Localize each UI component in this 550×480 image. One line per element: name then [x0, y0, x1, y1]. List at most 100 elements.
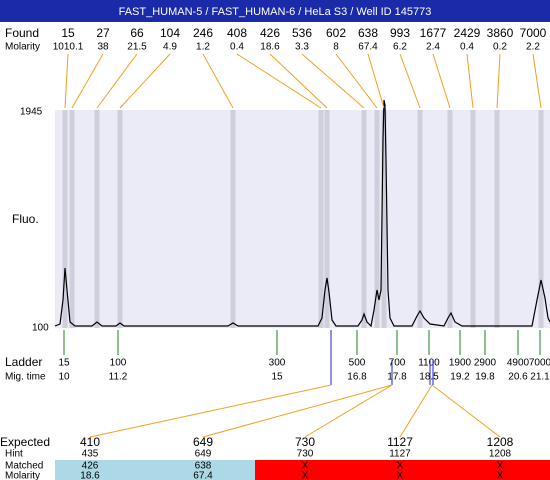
table-cell: 1208	[487, 435, 514, 449]
mig-time-value: 19.8	[475, 372, 495, 383]
table-cell: X	[397, 471, 404, 480]
peak-connector	[71, 53, 104, 109]
peak-band	[494, 110, 500, 328]
peak-band	[361, 110, 367, 328]
table-cell: 1127	[387, 435, 413, 449]
ladder-value: 1900	[449, 358, 472, 369]
mig-time-value: 19.2	[450, 372, 470, 383]
found-label: Found	[5, 26, 39, 40]
peak-band	[447, 110, 453, 328]
expected-connector	[89, 384, 332, 438]
table-cell: X	[497, 471, 504, 480]
title-bar	[0, 0, 550, 22]
ladder-value: 1100	[418, 358, 440, 369]
molarity-value: 8	[333, 42, 339, 53]
mig-time-value: 18.5	[419, 372, 439, 383]
found-value: 7000	[520, 26, 547, 40]
found-value: 66	[130, 26, 144, 40]
peak-band	[538, 110, 544, 328]
table-cell: 67.4	[193, 471, 213, 480]
expected-connector	[431, 384, 501, 438]
ladder-value: 500	[349, 358, 366, 369]
molarity-value: 6.2	[393, 42, 407, 53]
table-cell: 730	[297, 449, 314, 460]
found-value: 602	[326, 26, 346, 40]
mig-time-value: 20.6	[508, 372, 528, 383]
found-value: 15	[61, 26, 75, 40]
molarity-value: 0.4	[230, 42, 244, 53]
molarity-value: 21.5	[127, 42, 147, 53]
table-cell: 410	[80, 435, 100, 449]
peak-band	[62, 110, 68, 328]
table-cell: 1127	[389, 449, 411, 460]
peak-band	[230, 110, 236, 328]
mig-time-value: 15	[271, 372, 283, 383]
molarity-value: 3.3	[295, 42, 309, 53]
peak-connector	[301, 53, 365, 109]
peak-connector	[532, 53, 542, 109]
y-bottom-label: 100	[32, 323, 49, 334]
ladder-value: 300	[269, 358, 286, 369]
table-cell: 730	[295, 435, 315, 449]
peak-connector	[335, 53, 378, 109]
molarity-value: 67.4	[358, 42, 378, 53]
ladder-value: 700	[389, 358, 406, 369]
peak-connector	[367, 53, 385, 109]
ladder-value: 4900	[507, 358, 530, 369]
plot-area	[55, 110, 550, 328]
table-cell: 18.6	[80, 471, 100, 480]
table-molarity-label: Molarity	[5, 471, 40, 480]
ladder-value: 7000	[529, 358, 550, 369]
peak-band	[318, 110, 324, 328]
table-cell: X	[397, 461, 404, 472]
hint-label: Hint	[5, 449, 23, 460]
found-value: 3860	[487, 26, 514, 40]
found-value: 426	[260, 26, 280, 40]
peak-band	[381, 110, 387, 328]
molarity-value: 1010.1	[53, 42, 84, 53]
peak-connector	[64, 53, 69, 109]
ladder-value: 2900	[474, 358, 497, 369]
table-cell: 435	[82, 449, 99, 460]
expected-label: Expected	[0, 435, 50, 449]
peak-band	[374, 110, 380, 328]
table-cell: 1208	[489, 449, 512, 460]
peak-connector	[432, 53, 451, 109]
table-cell: 638	[195, 461, 212, 472]
mig-time-value: 17.8	[387, 372, 407, 383]
molarity-label: Molarity	[5, 42, 40, 53]
peak-connector	[466, 53, 474, 109]
molarity-value: 18.6	[260, 42, 280, 53]
molarity-value: 4.9	[163, 42, 177, 53]
peak-band	[470, 110, 476, 328]
table-cell: X	[302, 471, 309, 480]
peak-band	[94, 110, 100, 328]
matched-label: Matched	[5, 461, 43, 472]
found-value: 536	[292, 26, 312, 40]
molarity-value: 38	[97, 42, 109, 53]
peak-connector	[399, 53, 421, 109]
peak-connector	[202, 53, 234, 109]
ladder-value: 15	[58, 358, 70, 369]
peak-band	[324, 110, 330, 328]
title: FAST_HUMAN-5 / FAST_HUMAN-6 / HeLa S3 / …	[119, 6, 432, 18]
peak-connector	[269, 53, 328, 109]
molarity-value: 2.4	[426, 42, 440, 53]
table-cell: X	[497, 461, 504, 472]
expected-connector	[399, 384, 433, 438]
found-value: 246	[193, 26, 213, 40]
found-value: 408	[227, 26, 247, 40]
peak-band	[417, 110, 423, 328]
matched-bg	[55, 460, 255, 480]
peak-connector	[236, 53, 322, 109]
table-cell: 426	[82, 461, 99, 472]
peak-connector	[96, 53, 138, 109]
found-value: 27	[96, 26, 110, 40]
ladder-value: 100	[110, 358, 127, 369]
molarity-value: 2.2	[526, 42, 540, 53]
peak-band	[117, 110, 123, 328]
peak-connector	[119, 53, 171, 109]
mig-time-value: 16.8	[347, 372, 367, 383]
molarity-value: 0.2	[493, 42, 507, 53]
